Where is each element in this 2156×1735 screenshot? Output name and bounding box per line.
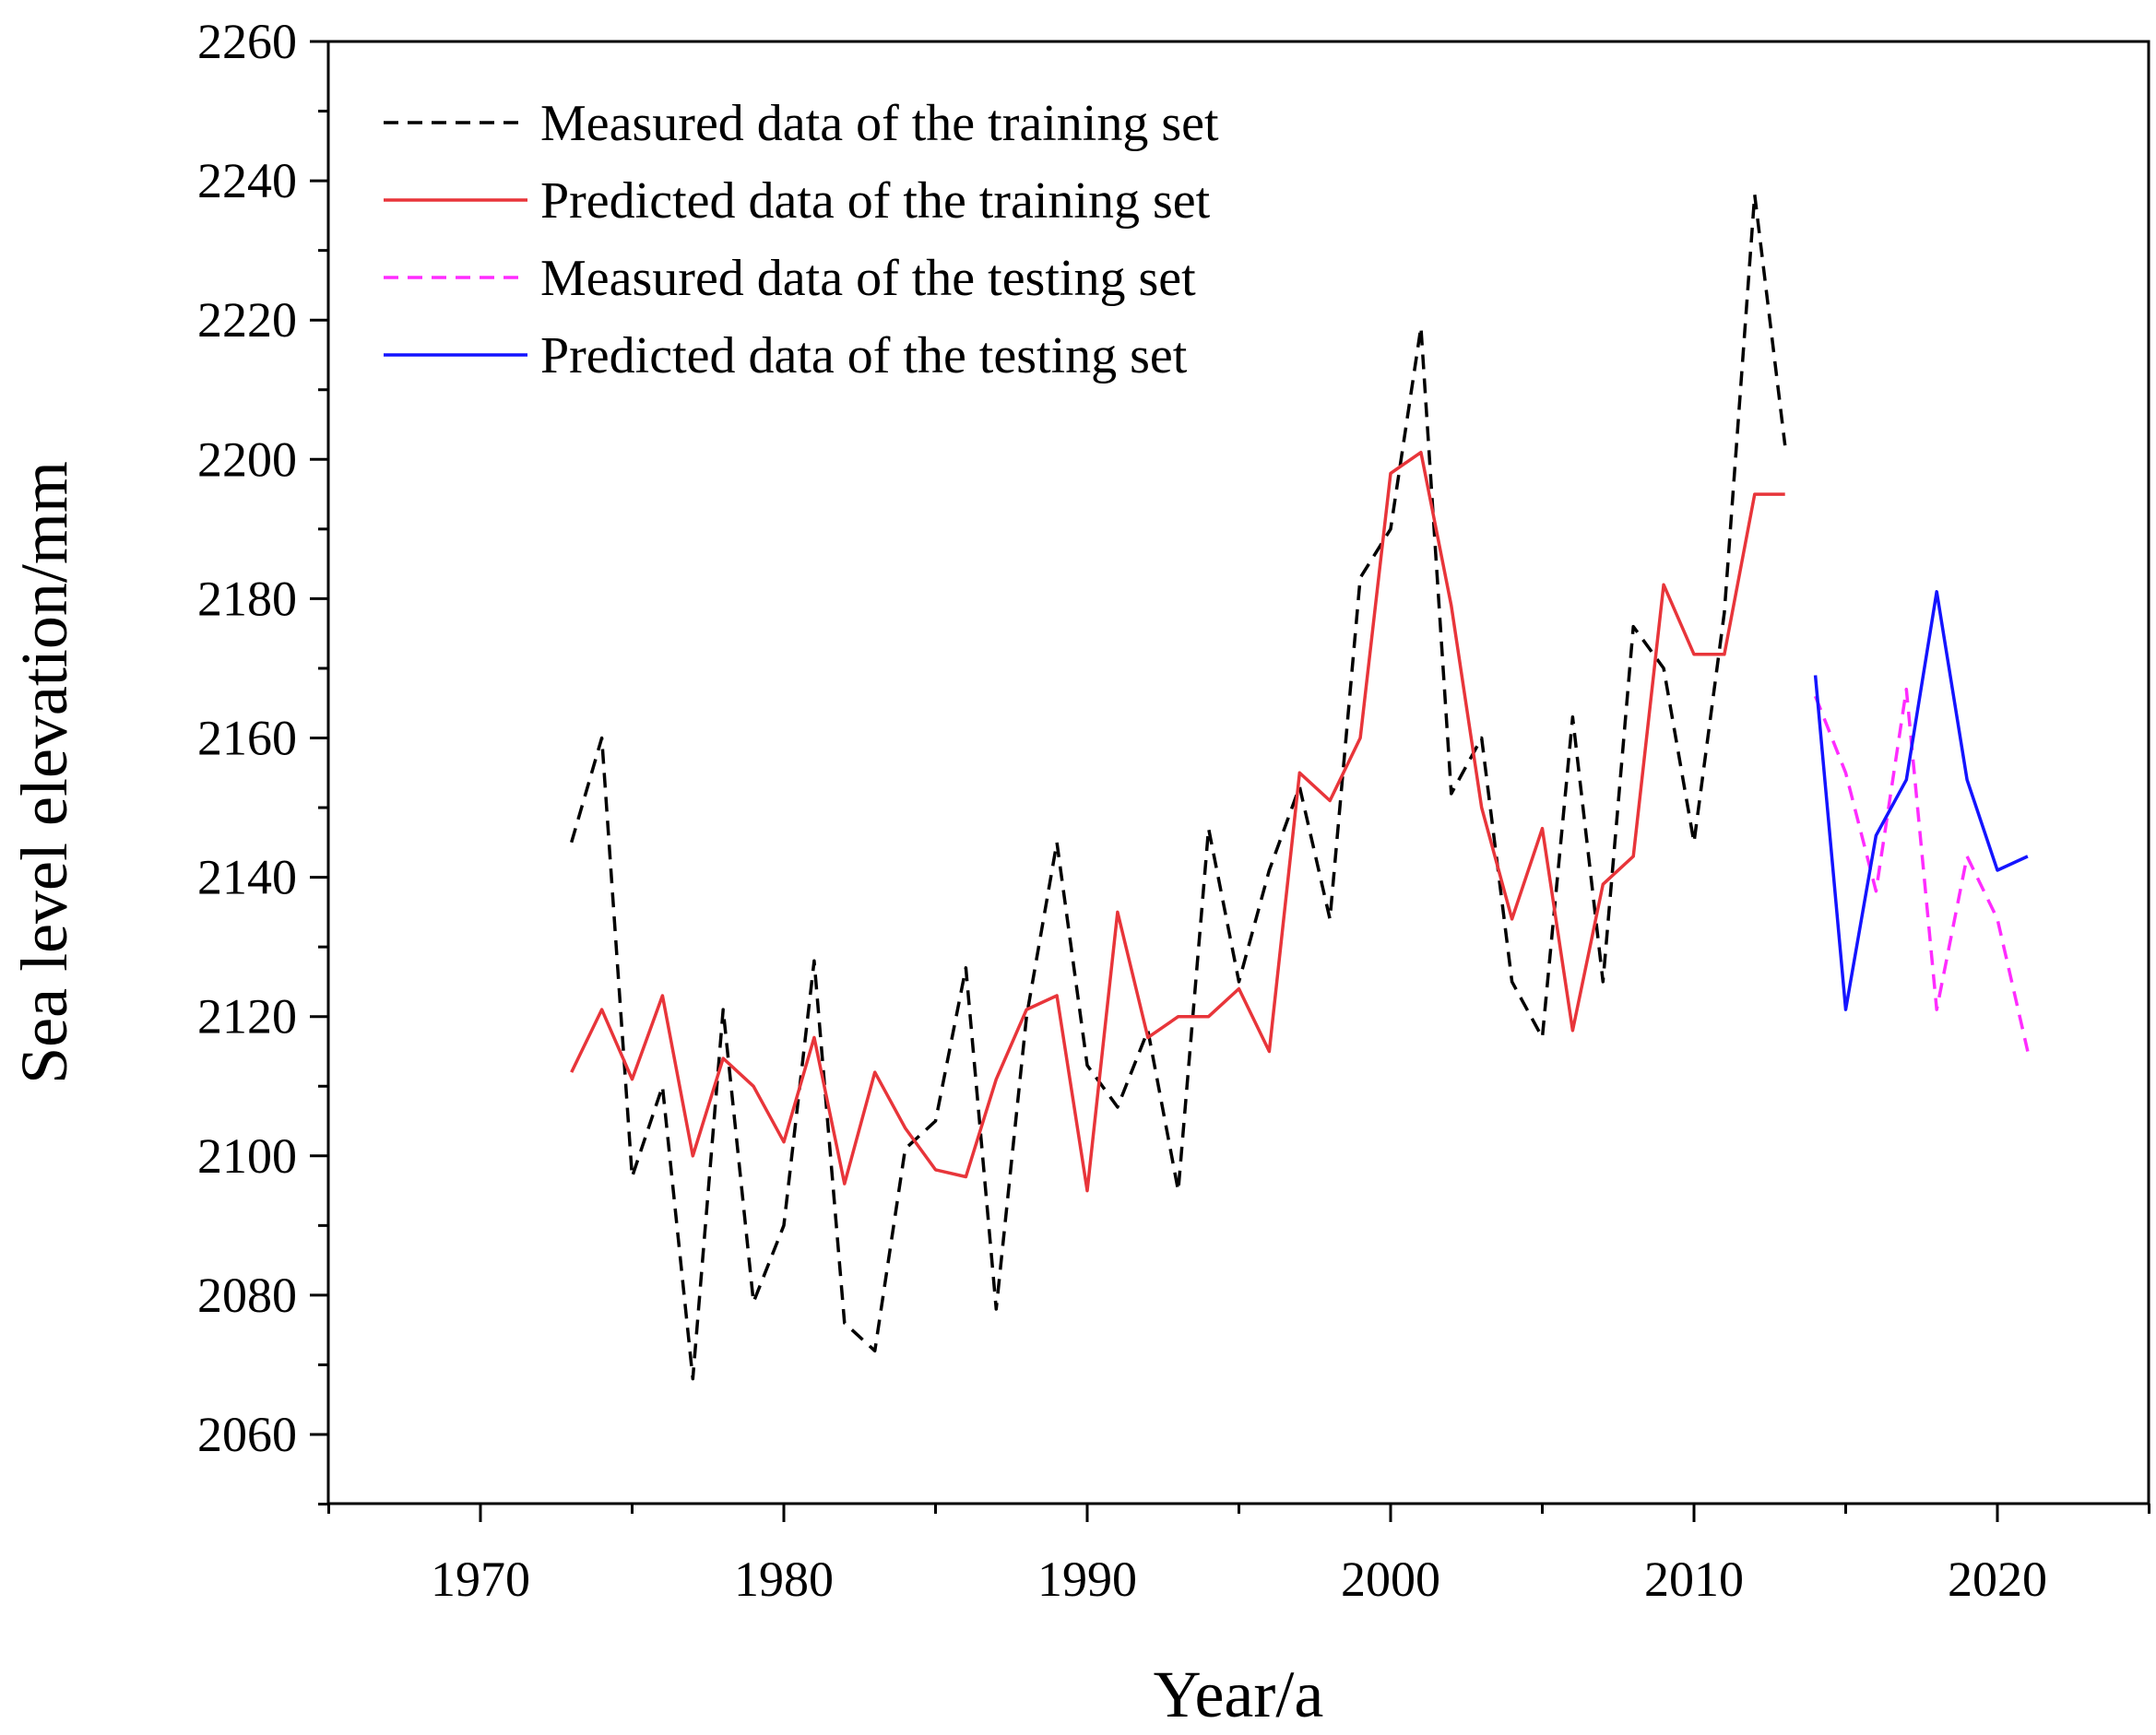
y-tick-label: 2180	[197, 571, 297, 626]
series-line-testing-measured	[1813, 687, 2030, 1052]
y-tick-label: 2240	[197, 153, 297, 208]
x-tick-label: 1990	[1037, 1552, 1137, 1607]
series-line-testing-predicted	[1813, 590, 2029, 1011]
y-axis-title: Sea level elevation/mm	[7, 461, 81, 1084]
series-line-training-measured	[570, 193, 1787, 1381]
legend-label-testing-predicted: Predicted data of the testing set	[540, 327, 1188, 384]
x-tick-label: 2010	[1644, 1552, 1744, 1607]
x-tick-label: 2020	[1948, 1552, 2047, 1607]
y-tick-label: 2260	[197, 14, 297, 69]
legend: Measured data of the training set Predict…	[384, 95, 1219, 384]
x-axis-title: Year/a	[1154, 1658, 1324, 1731]
x-tick-label: 1970	[431, 1552, 530, 1607]
y-tick-label: 2160	[197, 711, 297, 766]
y-tick-label: 2120	[197, 989, 297, 1045]
legend-label-training-measured: Measured data of the training set	[540, 95, 1219, 152]
y-tick-label: 2100	[197, 1128, 297, 1184]
series-layer	[570, 193, 2030, 1381]
x-axis: 1970 1980 1990 2000 2010 2020	[327, 1504, 2150, 1607]
y-tick-label: 2060	[197, 1407, 297, 1462]
x-tick-label: 2000	[1341, 1552, 1440, 1607]
y-tick-label: 2140	[197, 850, 297, 905]
legend-label-training-predicted: Predicted data of the training set	[540, 172, 1211, 230]
legend-label-testing-measured: Measured data of the testing set	[540, 250, 1196, 307]
y-tick-label: 2220	[197, 292, 297, 348]
x-tick-label: 1980	[734, 1552, 834, 1607]
y-axis: 2060 2080 2100 2120 2140 2160 2180 2200 2220 2240…	[197, 14, 328, 1506]
y-tick-label: 2200	[197, 431, 297, 487]
y-tick-label: 2080	[197, 1268, 297, 1323]
series-line-training-predicted	[570, 450, 1785, 1193]
